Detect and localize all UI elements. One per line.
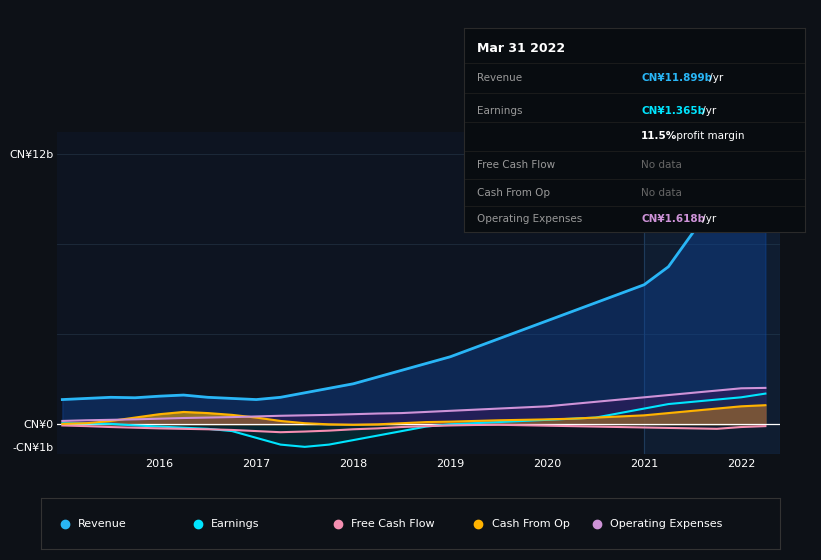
Text: Cash From Op: Cash From Op [478,188,551,198]
Text: Operating Expenses: Operating Expenses [610,519,722,529]
Text: Operating Expenses: Operating Expenses [478,214,583,224]
Text: /yr: /yr [699,106,717,116]
Text: CN¥11.899b: CN¥11.899b [641,73,712,83]
Text: Free Cash Flow: Free Cash Flow [478,160,556,170]
Bar [644,132,780,454]
Text: profit margin: profit margin [673,132,745,141]
Text: No data: No data [641,160,682,170]
Text: Earnings: Earnings [211,519,259,529]
Text: 11.5%: 11.5% [641,132,677,141]
Text: Free Cash Flow: Free Cash Flow [351,519,435,529]
Text: Mar 31 2022: Mar 31 2022 [478,43,566,55]
Text: CN¥1.618b: CN¥1.618b [641,214,705,224]
Text: /yr: /yr [706,73,723,83]
Text: No data: No data [641,188,682,198]
Text: Earnings: Earnings [478,106,523,116]
Text: CN¥1.365b: CN¥1.365b [641,106,705,116]
Text: /yr: /yr [699,214,717,224]
Text: Cash From Op: Cash From Op [492,519,570,529]
Text: Revenue: Revenue [78,519,126,529]
Text: Revenue: Revenue [478,73,523,83]
